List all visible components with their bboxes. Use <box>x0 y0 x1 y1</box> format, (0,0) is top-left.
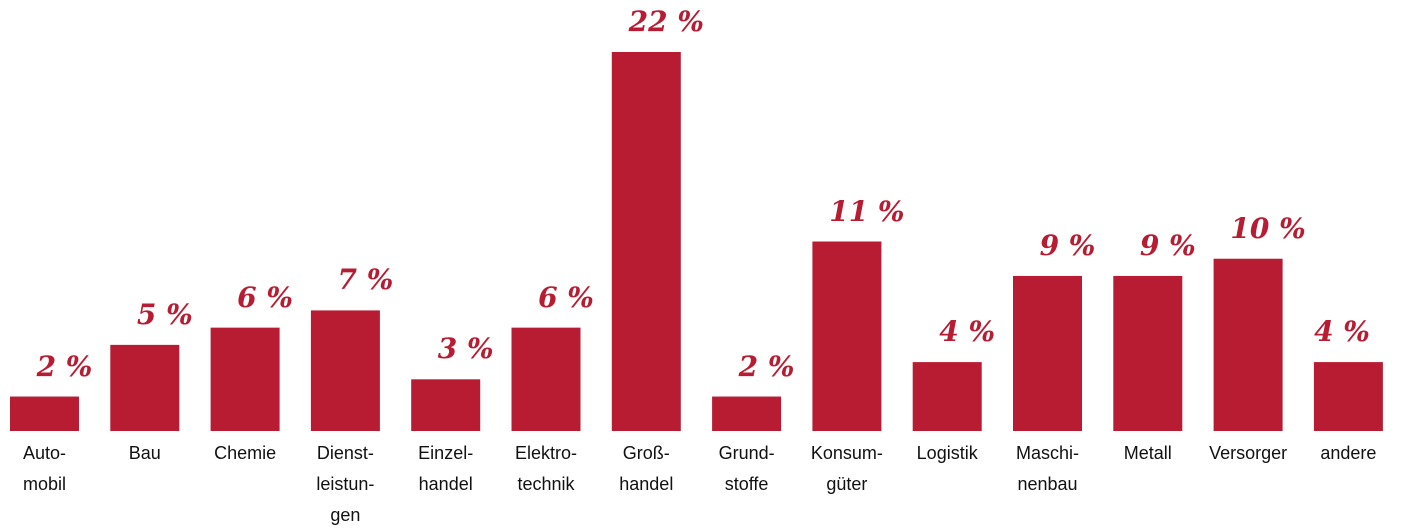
x-tick-label: andere <box>1320 443 1377 463</box>
x-tick-label: Bau <box>128 443 161 463</box>
x-tick-label: Konsum- güter <box>810 443 883 494</box>
value-label: 2 % <box>738 349 795 383</box>
bar <box>812 241 882 431</box>
value-label: 22 % <box>628 5 704 38</box>
value-label: 10 % <box>1230 211 1306 245</box>
x-tick-label: Versorger <box>1209 443 1288 463</box>
bar <box>310 310 380 431</box>
bar <box>1213 258 1283 431</box>
x-tick-label: Grund- stoffe <box>718 443 775 494</box>
value-label: 6 % <box>237 280 294 314</box>
bar <box>912 362 982 431</box>
bar <box>1113 275 1183 431</box>
value-label: 3 % <box>437 332 494 366</box>
value-label: 6 % <box>538 280 594 314</box>
value-label: 7 % <box>337 263 394 297</box>
bar <box>1313 362 1383 431</box>
x-tick-label: Dienst- leistun- gen <box>316 443 375 525</box>
bar <box>411 379 481 431</box>
bar <box>1013 275 1082 431</box>
bar <box>210 327 280 431</box>
x-tick-label: Logistik <box>916 443 978 463</box>
value-label: 4 % <box>1314 315 1370 349</box>
value-label: 5 % <box>136 297 193 331</box>
x-tick-label: Auto- mobil <box>22 443 67 494</box>
bar <box>511 327 581 431</box>
value-label: 2 % <box>36 349 93 383</box>
bar <box>110 344 180 431</box>
bar <box>611 52 681 431</box>
bar <box>10 396 79 431</box>
x-tick-label: Einzel- handel <box>418 443 474 494</box>
x-tick-label: Metall <box>1123 443 1172 463</box>
x-tick-label: Elektro- technik <box>514 443 577 494</box>
value-label: 9 % <box>1139 228 1196 262</box>
value-label: 11 % <box>829 194 905 228</box>
x-tick-label: Chemie <box>214 443 277 463</box>
x-tick-label: Groß- handel <box>619 443 674 494</box>
bar <box>712 396 782 431</box>
value-label: 4 % <box>939 315 996 349</box>
value-label: 9 % <box>1039 228 1096 262</box>
x-tick-label: Maschi- nenbau <box>1015 443 1079 494</box>
